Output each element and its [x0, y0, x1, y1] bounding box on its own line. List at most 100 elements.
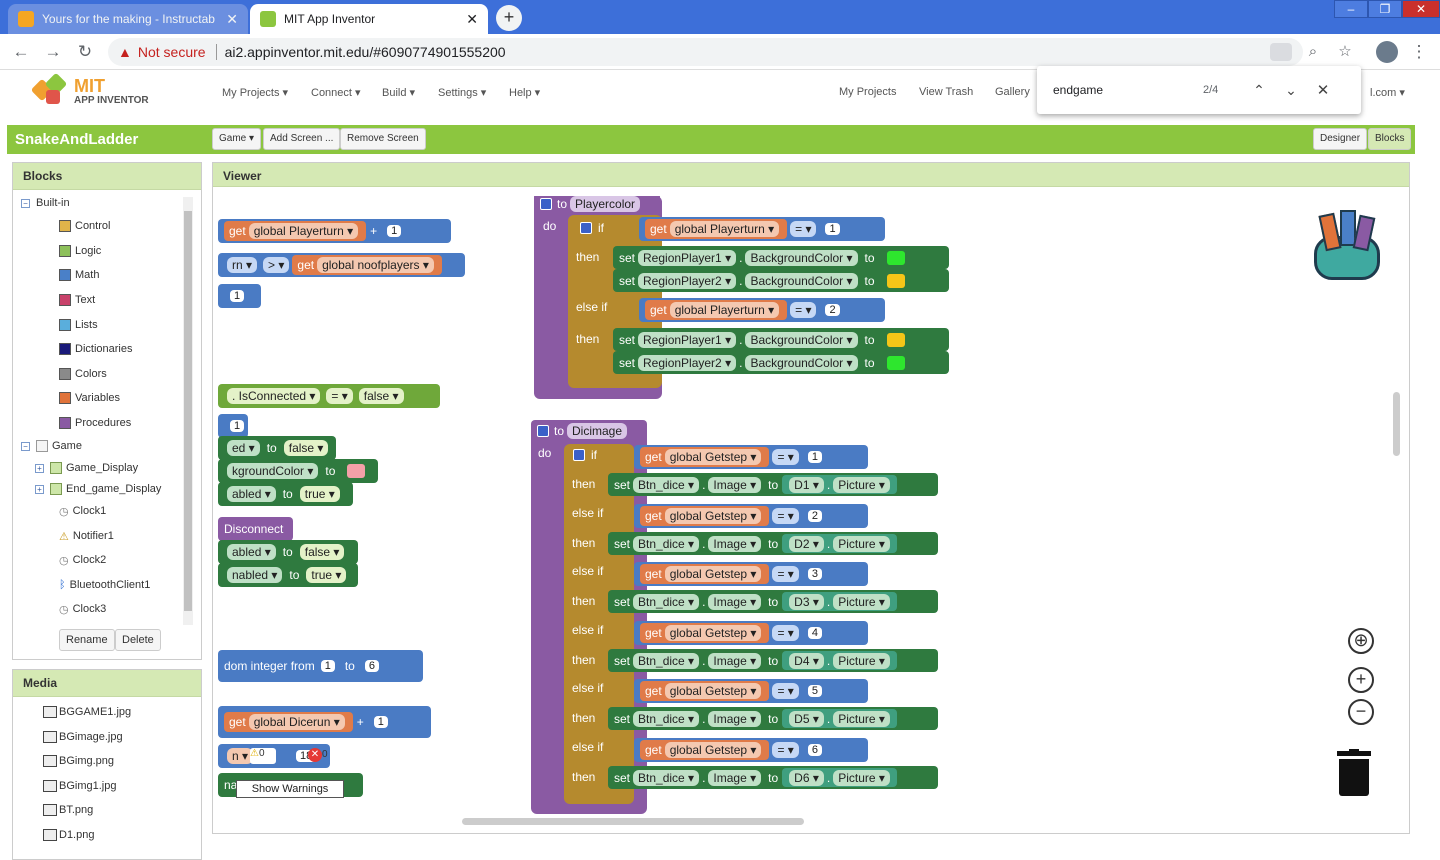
- math-add-block[interactable]: get global Playerturn ▾ + 1: [218, 219, 451, 243]
- blocks-workspace[interactable]: get global Playerturn ▾ + 1 rn ▾ > ▾ get g…: [218, 196, 1406, 830]
- set-btn-dice-image-block[interactable]: set Btn_dice ▾. Image ▾ to D1 ▾. Picture ▾: [608, 473, 938, 496]
- dice-component-dropdown[interactable]: D2 ▾: [789, 535, 824, 552]
- operator-dropdown[interactable]: = ▾: [326, 388, 353, 404]
- operator-dropdown[interactable]: = ▾: [772, 508, 799, 524]
- find-in-page-icon[interactable]: [1270, 43, 1292, 61]
- getstep-compare-block[interactable]: get global Getstep ▾ = ▾ 3: [634, 562, 868, 586]
- media-file-item[interactable]: BGimage.jpg: [43, 730, 123, 743]
- media-file-item[interactable]: BGimg1.jpg: [43, 779, 116, 792]
- recenter-target-icon[interactable]: ⊕: [1348, 628, 1374, 654]
- set-backgroundcolor-block[interactable]: set RegionPlayer2 ▾. BackgroundColor ▾ t…: [613, 351, 949, 374]
- set-enabled-block[interactable]: abled ▾ to false ▾: [218, 540, 358, 564]
- picture-property-dropdown[interactable]: Picture ▾: [833, 535, 890, 552]
- playercolor-header[interactable]: to Playercolor: [534, 196, 660, 215]
- variable-dropdown[interactable]: global Getstep ▾: [664, 449, 762, 465]
- operator-dropdown[interactable]: = ▾: [772, 742, 799, 758]
- builtin-math[interactable]: Math: [59, 263, 99, 287]
- variable-dropdown[interactable]: global Playerturn ▾: [669, 221, 780, 237]
- builtin-lists[interactable]: Lists: [59, 313, 98, 337]
- delete-button[interactable]: Delete: [115, 629, 161, 651]
- tree-clock2[interactable]: ◷ Clock2: [59, 548, 106, 572]
- find-close-icon[interactable]: ✕: [1316, 82, 1330, 99]
- tree-bluetoothclient1[interactable]: ᛒ BluetoothClient1: [59, 573, 150, 597]
- number-value[interactable]: 4: [807, 627, 822, 639]
- procedure-name-field[interactable]: Dicimage: [567, 423, 628, 439]
- variable-dropdown[interactable]: global Dicerun ▾: [248, 714, 345, 730]
- disconnect-block[interactable]: Disconnect: [218, 517, 293, 541]
- procedure-name-field[interactable]: Playercolor: [570, 196, 641, 212]
- media-file-item[interactable]: BGimg.png: [43, 755, 114, 767]
- picture-property-dropdown[interactable]: Picture ▾: [833, 769, 890, 786]
- warning-indicator[interactable]: ⚠0: [250, 748, 276, 764]
- variable-dropdown[interactable]: global Playerturn ▾: [669, 302, 780, 318]
- boolean-dropdown[interactable]: true ▾: [299, 486, 340, 502]
- dropdown[interactable]: rn ▾: [227, 257, 258, 273]
- trash-icon[interactable]: [1337, 749, 1371, 797]
- variable-dropdown[interactable]: global Getstep ▾: [664, 508, 762, 524]
- getstep-compare-block[interactable]: get global Getstep ▾ = ▾ 2: [634, 504, 868, 528]
- getstep-compare-block[interactable]: get global Getstep ▾ = ▾ 5: [634, 679, 868, 703]
- property-dropdown[interactable]: abled ▾: [227, 544, 276, 560]
- property-dropdown[interactable]: nabled ▾: [227, 567, 283, 583]
- backpack-icon[interactable]: [1308, 210, 1386, 282]
- component-dropdown[interactable]: RegionPlayer1 ▾: [638, 249, 737, 266]
- zoom-out-icon[interactable]: −: [1348, 699, 1374, 725]
- boolean-dropdown[interactable]: false ▾: [283, 440, 329, 456]
- operator-dropdown[interactable]: = ▾: [790, 302, 817, 318]
- random-integer-block[interactable]: dom integer from 1 to 6: [218, 650, 423, 682]
- operator-dropdown[interactable]: > ▾: [263, 257, 290, 273]
- set-enabled-block[interactable]: abled ▾ to true ▾: [218, 482, 353, 506]
- maximize-button[interactable]: ❐: [1368, 0, 1402, 18]
- builtin-text[interactable]: Text: [59, 288, 95, 312]
- yellow-color-swatch[interactable]: [886, 332, 905, 347]
- find-next-icon[interactable]: ⌄: [1285, 81, 1297, 98]
- property-dropdown[interactable]: BackgroundColor ▾: [745, 249, 858, 266]
- dropdown[interactable]: n ▾: [227, 748, 254, 764]
- mutator-gear-icon[interactable]: [573, 449, 585, 461]
- boolean-dropdown[interactable]: false ▾: [299, 544, 345, 560]
- mutator-gear-icon[interactable]: [537, 425, 549, 437]
- operator-dropdown[interactable]: = ▾: [772, 449, 799, 465]
- number-value[interactable]: 1: [230, 420, 245, 432]
- dice-component-dropdown[interactable]: D4 ▾: [789, 652, 824, 669]
- tree-scrollbar[interactable]: [183, 197, 193, 625]
- property-dropdown[interactable]: abled ▾: [227, 486, 276, 502]
- back-arrow-icon[interactable]: ←: [12, 42, 30, 61]
- number-block[interactable]: 1: [218, 284, 261, 308]
- property-dropdown[interactable]: Image ▾: [708, 710, 762, 727]
- minimize-button[interactable]: ‒: [1334, 0, 1368, 18]
- menu-settings[interactable]: Settings ▾: [438, 87, 487, 99]
- collapse-icon[interactable]: −: [21, 441, 30, 451]
- find-input[interactable]: endgame: [1053, 83, 1104, 97]
- builtin-procedures[interactable]: Procedures: [59, 411, 131, 435]
- if-block-frame[interactable]: [564, 444, 634, 804]
- boolean-dropdown[interactable]: false ▾: [358, 388, 404, 404]
- forward-arrow-icon[interactable]: →: [44, 42, 62, 61]
- account-menu[interactable]: l.com ▾: [1370, 87, 1405, 99]
- variable-dropdown[interactable]: global Getstep ▾: [664, 742, 762, 758]
- add-screen-button[interactable]: Add Screen ...: [263, 128, 341, 150]
- menu-help[interactable]: Help ▾: [509, 87, 541, 99]
- green-color-swatch[interactable]: [886, 355, 905, 370]
- compare-block[interactable]: rn ▾ > ▾ get global noofplayers ▾: [218, 253, 465, 277]
- tree-clock3[interactable]: ◷ Clock3: [59, 597, 106, 621]
- set-enabled-block[interactable]: nabled ▾ to true ▾: [218, 563, 358, 587]
- blocks-button[interactable]: Blocks: [1368, 128, 1412, 150]
- yellow-color-swatch[interactable]: [886, 273, 905, 288]
- show-warnings-tooltip[interactable]: Show Warnings: [236, 780, 344, 798]
- number-value[interactable]: 1: [807, 451, 822, 463]
- property-dropdown[interactable]: BackgroundColor ▾: [745, 354, 858, 371]
- variable-dropdown[interactable]: global Getstep ▾: [664, 683, 762, 699]
- tree-game-display[interactable]: + Game_Display: [35, 456, 138, 480]
- getstep-compare-block[interactable]: get global Getstep ▾ = ▾ 6: [634, 738, 868, 762]
- error-indicator[interactable]: ✕ 0: [308, 748, 334, 764]
- designer-button[interactable]: Designer: [1313, 128, 1368, 150]
- reload-icon[interactable]: ↻: [77, 42, 93, 61]
- tree-notifier1[interactable]: ⚠ Notifier1: [59, 524, 114, 548]
- getstep-compare-block[interactable]: get global Getstep ▾ = ▾ 4: [634, 621, 868, 645]
- rename-button[interactable]: Rename: [59, 629, 115, 651]
- collapse-icon[interactable]: −: [21, 198, 30, 208]
- builtin-variables[interactable]: Variables: [59, 386, 120, 410]
- operator-dropdown[interactable]: = ▾: [772, 625, 799, 641]
- tree-builtin[interactable]: − Built-in: [21, 191, 70, 215]
